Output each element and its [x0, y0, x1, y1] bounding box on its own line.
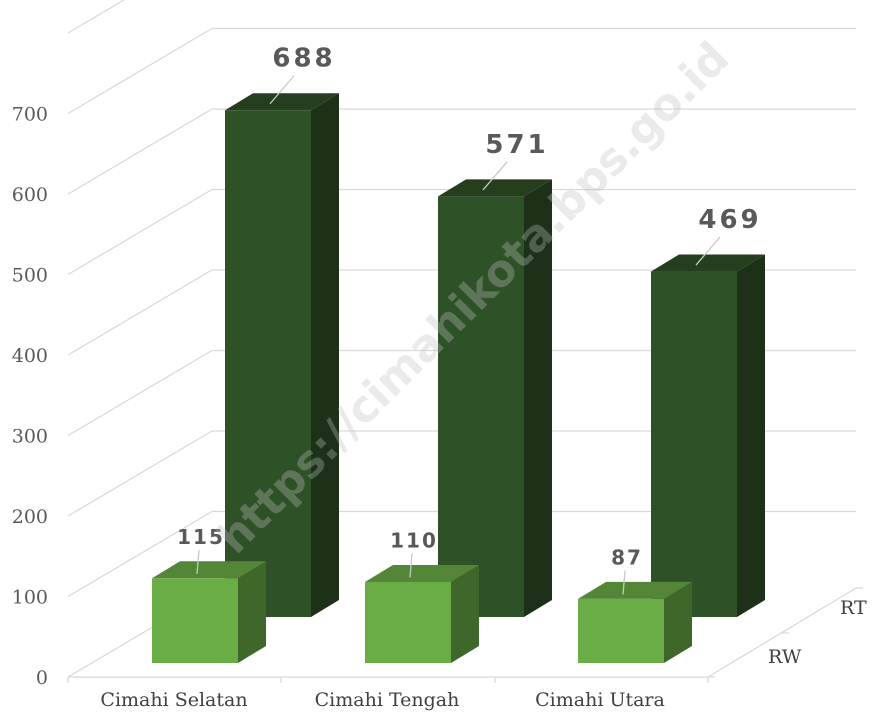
bar-side	[451, 564, 479, 663]
y-tick-label: 500	[12, 265, 48, 287]
y-tick-label: 300	[12, 426, 48, 448]
leader-line	[695, 236, 721, 266]
y-tick-label: 400	[12, 345, 48, 367]
y-tick-label: 100	[12, 587, 48, 609]
gridline-wall	[67, 269, 213, 356]
data-label-rw: 115	[177, 525, 225, 549]
bar-side	[238, 561, 266, 663]
leader-line	[482, 161, 508, 191]
bar-top	[651, 254, 765, 272]
bar-front	[225, 110, 311, 618]
data-label-rt: 688	[272, 44, 335, 74]
y-tick-label: 700	[12, 104, 48, 126]
bar-top	[438, 179, 552, 197]
bar-top	[578, 581, 692, 599]
leader-line	[409, 553, 413, 578]
bar-top	[152, 561, 266, 579]
bar-front	[438, 196, 524, 617]
bar-top	[365, 564, 479, 582]
x-tick-label: Cimahi Utara	[535, 689, 665, 711]
gridline-wall	[67, 349, 213, 437]
y-tick-label: 600	[12, 184, 48, 206]
bar-front	[651, 271, 737, 617]
rw-bar	[365, 564, 479, 663]
bar-front	[152, 578, 238, 663]
data-label-rt: 571	[485, 130, 548, 160]
bar-top	[225, 93, 339, 111]
gridline-wall	[67, 430, 213, 517]
series-label: RW	[768, 646, 802, 668]
data-label-rw: 87	[611, 545, 643, 569]
y-tick-label: 200	[12, 506, 48, 528]
bar-side	[311, 93, 339, 618]
data-label-rw: 110	[390, 528, 438, 552]
x-tick-label: Cimahi Selatan	[100, 689, 247, 711]
leader-line	[196, 549, 200, 574]
rt-bar	[438, 179, 552, 617]
x-tick-label: Cimahi Tengah	[315, 689, 460, 711]
rw-bar	[578, 581, 692, 663]
gridline-wall	[67, 0, 126, 34]
gridline-wall	[67, 188, 213, 276]
data-labels: 688 571 469 115 110 87	[177, 44, 761, 595]
rt-bar	[225, 93, 339, 618]
bar-front	[578, 598, 664, 663]
gridline-wall	[67, 510, 213, 598]
gridline-wall	[67, 108, 213, 195]
rt-bar	[651, 254, 765, 617]
rt-bars	[225, 93, 765, 618]
rw-bar	[152, 561, 266, 663]
leader-line	[269, 75, 295, 105]
gridline-wall	[67, 27, 213, 115]
series-label: RT	[840, 597, 867, 619]
rw-bars	[152, 561, 692, 663]
bar-side	[524, 179, 552, 617]
bar-side	[664, 581, 692, 663]
bar-front	[365, 581, 451, 663]
leader-line	[622, 570, 626, 595]
y-tick-label: 0	[36, 667, 48, 689]
bar-side	[737, 254, 765, 617]
axes: 0 100 200 300 400 500 600 700 Cimahi Selatan Cima…	[12, 104, 867, 712]
data-label-rt: 469	[698, 205, 761, 235]
